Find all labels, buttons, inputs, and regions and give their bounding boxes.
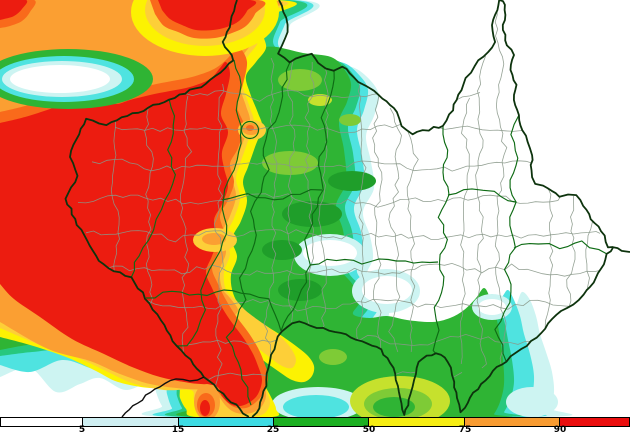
colorbar-label: 5 [78, 425, 86, 434]
district-line [318, 65, 329, 333]
field-spot-white [478, 299, 506, 315]
district-line [544, 187, 554, 331]
colorbar-segment [82, 417, 179, 427]
colorbar-segment [273, 417, 370, 427]
country-border-north [277, 0, 614, 249]
district-line [303, 62, 315, 331]
field-spot-orange [202, 233, 226, 245]
colorbar-label: 15 [171, 425, 185, 434]
district-line [285, 59, 296, 323]
colorbar-segment [559, 417, 630, 427]
district-line [77, 193, 561, 208]
district-line [85, 229, 601, 243]
region-boundary [280, 69, 335, 332]
colorbar-segment [0, 417, 83, 427]
field-spot-lightGreen [339, 114, 361, 126]
region-boundary [432, 126, 450, 355]
district-line [147, 298, 601, 312]
district-line [565, 196, 576, 313]
probability-map [0, 0, 630, 417]
field-spot-paleCyan [506, 387, 558, 417]
colorbar-segment [178, 417, 274, 427]
district-line [187, 333, 557, 346]
colorbar-label: 90 [553, 425, 567, 434]
district-line [263, 57, 278, 361]
field-spot-white [362, 276, 412, 304]
region-boundary [145, 289, 282, 332]
field-spot-dkGreen [278, 279, 322, 301]
district-line [144, 102, 154, 316]
neighbor-country-border [121, 376, 205, 417]
field-spot-lightGreen [319, 349, 347, 365]
field-spot-dkGreen [262, 240, 302, 260]
field-contour-red [158, 0, 257, 31]
colorbar-segment [465, 417, 560, 427]
district-line [91, 262, 613, 277]
field-spot-lightGreen [262, 151, 318, 175]
region-boundary [130, 98, 177, 279]
region-boundary [494, 114, 520, 362]
field-contour-red [0, 61, 262, 407]
field-contour-red [0, 0, 28, 20]
district-line [356, 83, 367, 341]
field-spot-cyan [283, 395, 349, 417]
region-boundary [447, 188, 517, 203]
district-line [213, 83, 225, 401]
region-boundary [175, 59, 242, 347]
colorbar-label: 50 [362, 425, 376, 434]
region-boundary [309, 258, 439, 266]
district-line [406, 131, 419, 353]
district-line [372, 95, 383, 349]
district-line [459, 97, 470, 365]
district-line [110, 119, 120, 273]
field-hole-white [10, 65, 110, 93]
region-boundary-prague [240, 120, 260, 140]
colorbar-label: 75 [458, 425, 472, 434]
field-spot-dkOrange [246, 125, 254, 131]
district-line [475, 55, 487, 369]
colorbar-labels: 5 15 25 50 75 90 [0, 426, 630, 434]
district-line [494, 7, 508, 367]
field-spot-yellowGreen [308, 94, 332, 106]
region-boundary [513, 240, 608, 255]
field-spot-red [200, 400, 210, 416]
colorbar [0, 417, 630, 427]
field-spot-lightGreen [278, 69, 322, 91]
country-border [64, 0, 630, 417]
region-boundary [225, 61, 291, 406]
district-line [179, 95, 193, 370]
colorbar-label: 25 [266, 425, 280, 434]
region-boundary [221, 189, 323, 201]
field-spot-white [303, 240, 357, 266]
colorbar-segment [369, 417, 466, 427]
district-line [388, 107, 402, 353]
district-line [114, 124, 531, 134]
district-line [91, 158, 541, 172]
field-spot-dkGreen [328, 171, 376, 191]
